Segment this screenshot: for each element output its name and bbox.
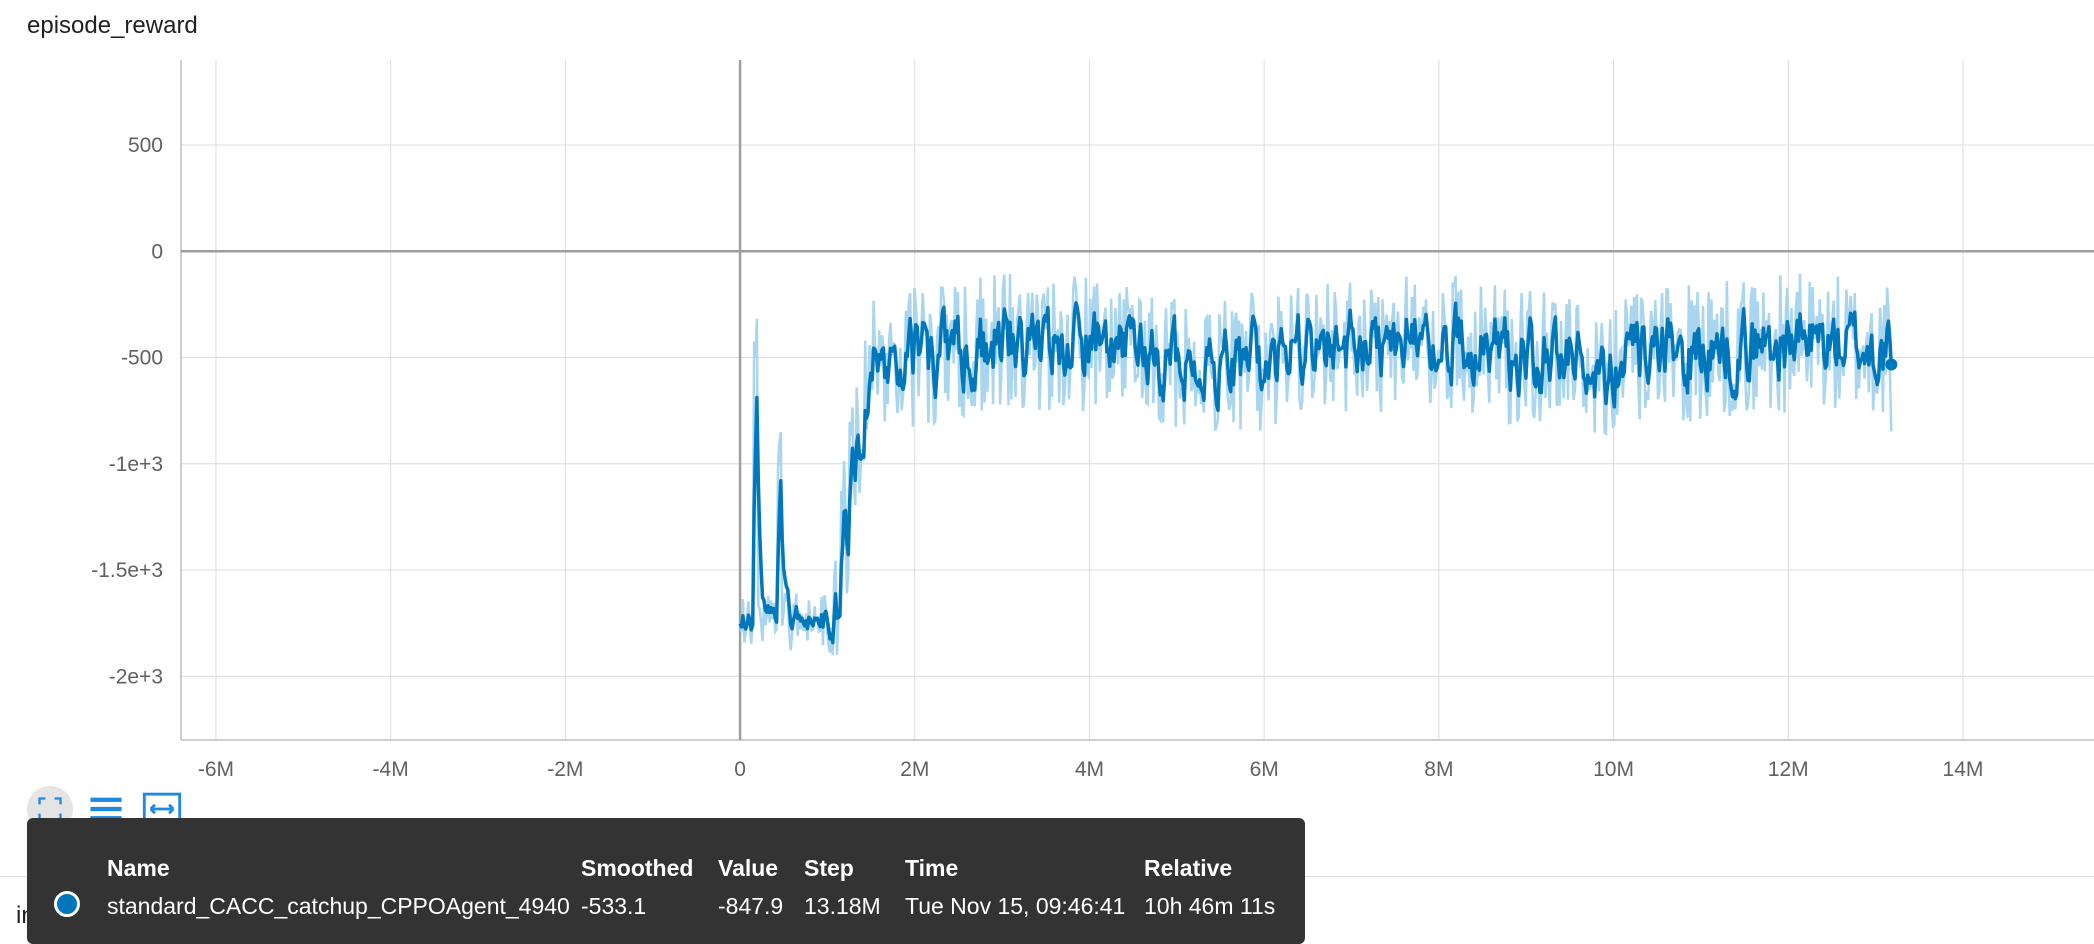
x-tick-label: 2M	[900, 758, 929, 781]
cell-name: standard_CACC_catchup_CPPOAgent_4940	[107, 893, 570, 919]
y-tick-label: 0	[151, 240, 163, 263]
y-tick-label: -1.5e+3	[91, 559, 163, 582]
data-tooltip: Name Smoothed Value Step Time Relative s…	[27, 818, 1305, 944]
x-tick-label: 12M	[1768, 758, 1809, 781]
last-point-marker	[1885, 358, 1898, 371]
x-tick-label: -2M	[547, 758, 583, 781]
header-relative: Relative	[1144, 855, 1233, 881]
cell-relative: 10h 46m 11s	[1144, 893, 1276, 919]
x-tick-label: 14M	[1943, 758, 1984, 781]
y-tick-label: -2e+3	[109, 665, 163, 688]
header-name: Name	[107, 855, 170, 881]
y-tick-label: 500	[128, 134, 163, 157]
cell-time: Tue Nov 15, 09:46:41	[905, 893, 1126, 919]
y-tick-label: -500	[121, 347, 163, 370]
x-tick-label: -6M	[198, 758, 234, 781]
run-color-indicator	[54, 891, 80, 917]
axis-layer	[180, 60, 2094, 741]
x-tick-label: 0	[734, 758, 746, 781]
x-tick-label: 6M	[1250, 758, 1279, 781]
header-step: Step	[804, 855, 854, 881]
header-value: Value	[718, 855, 779, 881]
x-tick-label: -4M	[373, 758, 409, 781]
series-layer	[738, 273, 1898, 656]
x-tick-label: 8M	[1424, 758, 1453, 781]
y-tick-label: -1e+3	[109, 453, 163, 476]
smoothed-series-line	[738, 301, 1894, 645]
cell-smoothed: -533.1	[581, 893, 647, 919]
grid-layer	[181, 60, 2094, 740]
cell-step: 13.18M	[804, 893, 881, 919]
header-smoothed: Smoothed	[581, 855, 694, 881]
cell-value: -847.9	[718, 893, 784, 919]
tick-labels: -6M -4M -2M 0 2M 4M 6M 8M 10M 12M 14M 500 0 -500 -1e+3…	[91, 134, 1983, 781]
line-chart[interactable]: -6M -4M -2M 0 2M 4M 6M 8M 10M 12M 14M 500 0 -500 -1e+3…	[0, 0, 2094, 800]
x-tick-label: 10M	[1593, 758, 1634, 781]
chart-title: episode_reward	[27, 12, 198, 39]
x-tick-label: 4M	[1075, 758, 1104, 781]
header-time: Time	[905, 855, 959, 881]
fullscreen-icon	[38, 797, 62, 821]
